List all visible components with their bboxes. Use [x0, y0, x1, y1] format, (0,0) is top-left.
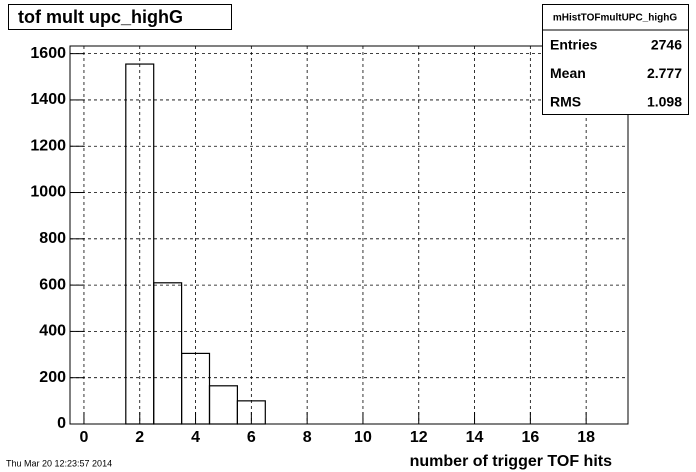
y-tick-label: 0	[57, 415, 66, 432]
stats-box	[542, 4, 689, 115]
y-tick-label: 1200	[30, 137, 66, 154]
x-tick-label: 12	[410, 429, 428, 446]
x-tick-label: 10	[354, 429, 372, 446]
title-box	[8, 4, 232, 30]
x-tick-label: 4	[191, 429, 200, 446]
x-tick-label: 18	[577, 429, 595, 446]
stats-label: RMS	[550, 94, 581, 110]
stats-label: Entries	[550, 37, 598, 53]
x-tick-label: 2	[135, 429, 144, 446]
stats-label: Mean	[550, 65, 586, 81]
y-tick-label: 1000	[30, 184, 66, 201]
y-tick-label: 200	[39, 369, 66, 386]
x-tick-label: 14	[466, 429, 484, 446]
y-tick-label: 600	[39, 276, 66, 293]
stats-value: 2.777	[647, 65, 682, 81]
stats-value: 2746	[651, 37, 682, 53]
y-tick-label: 1600	[30, 45, 66, 62]
x-tick-label: 6	[247, 429, 256, 446]
y-tick-label: 800	[39, 230, 66, 247]
y-tick-label: 1400	[30, 91, 66, 108]
x-tick-label: 16	[521, 429, 539, 446]
y-tick-label: 400	[39, 323, 66, 340]
stats-title: mHistTOFmultUPC_highG	[553, 13, 677, 24]
x-tick-label: 0	[79, 429, 88, 446]
x-axis-label: number of trigger TOF hits	[410, 453, 612, 470]
x-tick-label: 8	[303, 429, 312, 446]
plot-frame	[69, 45, 629, 425]
chart-title: tof mult upc_highG	[18, 7, 183, 27]
timestamp: Thu Mar 20 12:23:57 2014	[6, 458, 112, 468]
stats-value: 1.098	[647, 94, 682, 110]
